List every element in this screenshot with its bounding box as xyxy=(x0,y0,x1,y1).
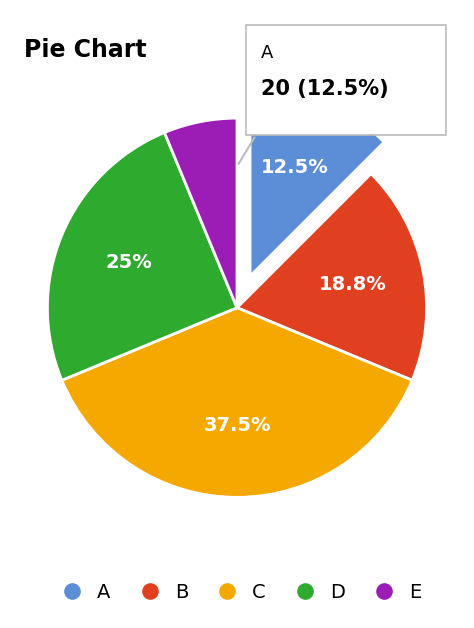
Text: 37.5%: 37.5% xyxy=(203,416,271,435)
Text: 18.8%: 18.8% xyxy=(319,275,386,295)
Text: A: A xyxy=(261,44,273,62)
Wedge shape xyxy=(250,87,384,276)
Wedge shape xyxy=(237,174,427,381)
Text: 20 (12.5%): 20 (12.5%) xyxy=(261,78,388,99)
Text: 25%: 25% xyxy=(105,253,152,272)
Text: 12.5%: 12.5% xyxy=(261,158,329,177)
Wedge shape xyxy=(164,118,237,308)
Wedge shape xyxy=(62,308,412,497)
Wedge shape xyxy=(47,133,237,381)
Text: Pie Chart: Pie Chart xyxy=(24,38,146,62)
Legend: A, B, C, D, E: A, B, C, D, E xyxy=(43,573,431,612)
